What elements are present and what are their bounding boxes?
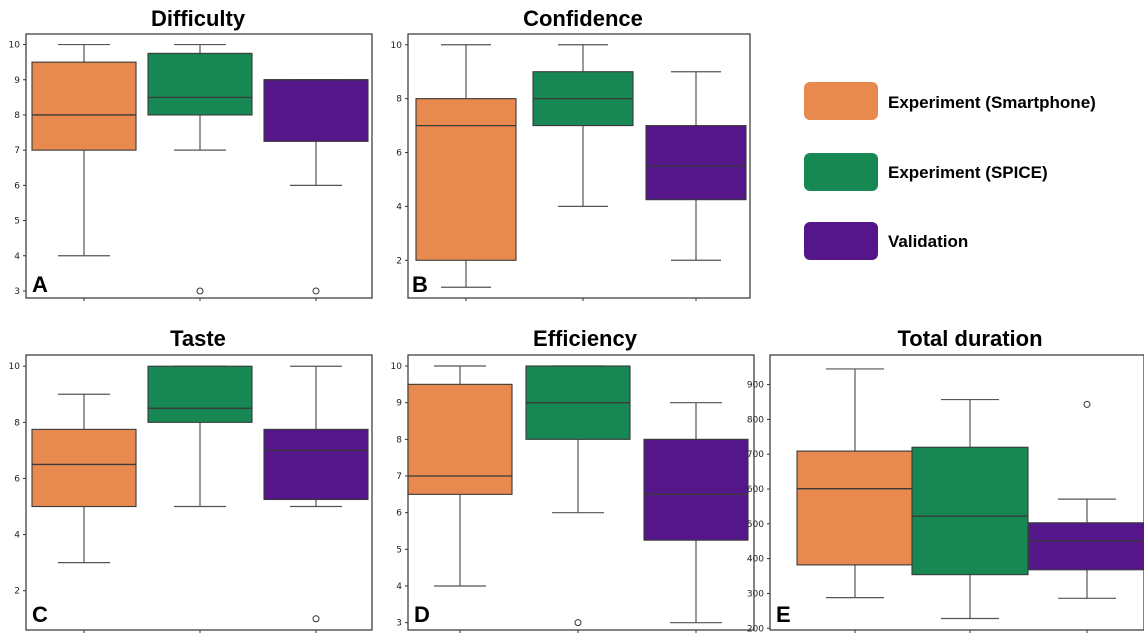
box-smartphone [31,428,137,508]
y-tick-label: 6 [396,149,402,159]
y-tick-label: 7 [14,146,20,156]
panel-efficiency: Efficiency D 3 4 5 6 7 8 9 10 [391,326,755,633]
panel-letter: E [776,602,791,627]
box-validation [643,438,749,541]
y-tick-label: 900 [747,381,764,391]
y-tick-label: 8 [14,111,20,121]
y-tick-label: 8 [396,435,402,445]
box-validation [263,79,369,142]
panel-total-duration: Total duration E 200 300 400 500 600 700 800 90… [747,326,1144,634]
y-tick-label: 5 [14,217,20,227]
box-spice [911,446,1029,576]
legend: Experiment (Smartphone) Experiment (SPIC… [804,82,1096,260]
plot-frame [769,354,1144,631]
legend-label-smartphone: Experiment (Smartphone) [888,93,1096,112]
y-tick-label: 3 [14,287,20,297]
panel-confidence: Confidence B 2 4 6 8 10 [391,6,751,301]
y-tick-label: 10 [9,41,21,51]
panel-difficulty: Difficulty A 3 4 5 6 7 8 9 10 [9,6,373,301]
y-tick-label: 800 [747,415,764,425]
panel-title: Confidence [523,6,643,31]
y-tick-label: 200 [747,624,764,634]
box-smartphone [407,383,513,495]
y-tick-label: 700 [747,450,764,460]
y-tick-label: 6 [14,181,20,191]
y-tick-label: 8 [14,418,20,428]
box-spice [147,52,253,116]
y-tick-label: 4 [396,202,402,212]
box-smartphone [31,61,137,151]
plot-frame [25,354,373,631]
legend-swatch-spice [804,153,878,191]
y-tick-label: 4 [396,582,402,592]
y-tick-label: 600 [747,485,764,495]
y-tick-label: 4 [14,252,20,262]
outlier-point [312,615,320,623]
legend-label-validation: Validation [888,232,968,251]
y-tick-label: 500 [747,520,764,530]
y-tick-label: 4 [14,531,20,541]
y-tick-label: 3 [396,619,402,629]
y-tick-label: 10 [9,362,21,372]
y-tick-label: 2 [14,587,20,597]
panel-title: Efficiency [533,326,638,351]
plot-frame [407,33,751,299]
outlier-point [1083,400,1091,408]
outlier-point [574,619,582,627]
panel-title: Total duration [897,326,1042,351]
box-validation [645,125,747,201]
box-spice [147,365,253,423]
outlier-point [312,287,320,295]
box-validation [263,428,369,501]
y-tick-label: 9 [396,399,402,409]
panel-title: Difficulty [151,6,246,31]
y-tick-label: 6 [396,509,402,519]
y-tick-label: 10 [391,41,403,51]
plot-frame [25,33,373,299]
y-tick-label: 300 [747,589,764,599]
y-tick-label: 6 [14,474,20,484]
y-tick-label: 10 [391,362,403,372]
legend-swatch-smartphone [804,82,878,120]
panel-taste: Taste C 2 4 6 8 10 [9,326,373,633]
y-tick-label: 2 [396,256,402,266]
outlier-point [196,287,204,295]
box-smartphone [415,98,517,261]
panel-letter: D [414,602,430,627]
box-validation [1028,522,1144,571]
panel-title: Taste [170,326,226,351]
legend-swatch-validation [804,222,878,260]
y-tick-label: 7 [396,472,402,482]
box-smartphone [796,450,914,566]
y-tick-label: 8 [396,95,402,105]
panel-letter: B [412,272,428,297]
panel-letter: C [32,602,48,627]
y-tick-label: 5 [396,545,402,555]
y-tick-label: 400 [747,555,764,565]
y-tick-label: 9 [14,76,20,86]
panel-letter: A [32,272,48,297]
legend-label-spice: Experiment (SPICE) [888,163,1048,182]
